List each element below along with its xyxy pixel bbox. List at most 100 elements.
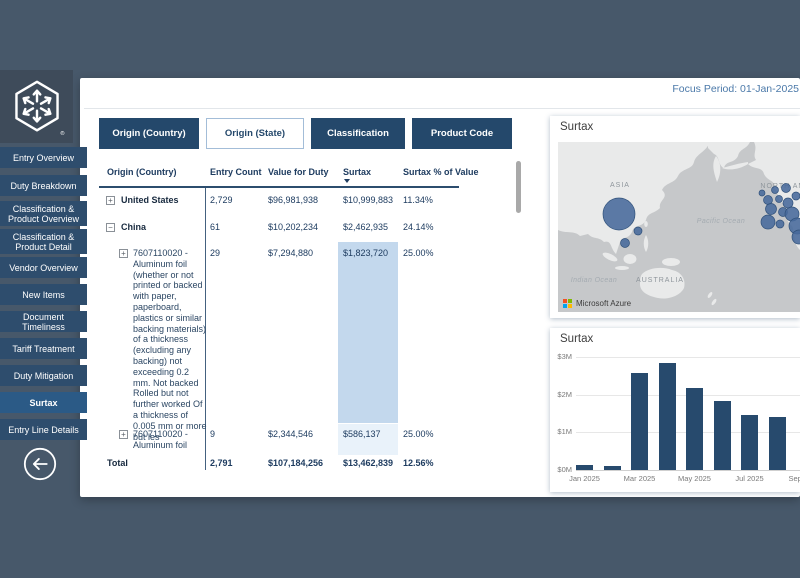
bar-jul-2025[interactable]: [741, 414, 758, 470]
column-header-value-for-duty[interactable]: Value for Duty: [268, 167, 329, 177]
sidebar-item-classification-product-detail[interactable]: Classification & Product Detail: [0, 229, 87, 254]
sidebar-item-surtax[interactable]: Surtax: [0, 392, 87, 413]
sidebar-item-duty-mitigation[interactable]: Duty Mitigation: [0, 365, 87, 386]
expand-icon[interactable]: +: [119, 249, 128, 258]
bar-feb-2025[interactable]: [603, 466, 621, 470]
surtax-pct-cell: 12.56%: [403, 458, 434, 468]
surtax-pct-cell: 24.14%: [403, 222, 434, 232]
map-bubble[interactable]: [763, 195, 773, 205]
map-bubble[interactable]: [791, 229, 800, 245]
x-axis-label: Sep 2025: [788, 474, 800, 483]
map-label: AUSTRALIA: [636, 277, 684, 284]
collapse-icon[interactable]: −: [106, 223, 115, 232]
expand-icon[interactable]: +: [119, 430, 128, 439]
bar-apr-2025[interactable]: [658, 363, 676, 470]
entry-count-cell: 29: [210, 248, 221, 258]
selected-cell-highlight[interactable]: [338, 424, 398, 455]
map-bubble[interactable]: [765, 203, 777, 215]
sidebar-item-label: Entry Line Details: [8, 424, 79, 435]
expand-icon[interactable]: +: [106, 196, 115, 205]
map-label: ASIA: [610, 182, 630, 189]
column-header-surtax[interactable]: Surtax: [343, 167, 372, 177]
sidebar-item-entry-line-details[interactable]: Entry Line Details: [0, 419, 87, 440]
svg-text:®: ®: [60, 130, 65, 137]
y-axis-label: $2M: [557, 389, 572, 399]
tab-label: Classification: [327, 128, 389, 139]
map-label: Indian Ocean: [571, 277, 617, 284]
sidebar-item-label: Document Timeliness: [22, 311, 65, 332]
map-bubble[interactable]: [760, 214, 776, 230]
sidebar-item-label: Duty Breakdown: [10, 180, 77, 191]
sidebar-item-vendor-overview[interactable]: Vendor Overview: [0, 257, 87, 278]
tab-label: Origin (Country): [112, 128, 186, 139]
column-header-origin-country[interactable]: Origin (Country): [107, 167, 177, 177]
value-for-duty-cell: $107,184,256: [268, 458, 324, 468]
map-bubble[interactable]: [771, 186, 779, 194]
map-bubble[interactable]: [782, 197, 794, 209]
sidebar-item-entry-overview[interactable]: Entry Overview: [0, 147, 87, 168]
map-bubble[interactable]: [758, 189, 766, 197]
surtax-cell: $2,462,935: [343, 222, 389, 232]
surtax-cell: $13,462,839: [343, 458, 394, 468]
sidebar-item-label: Classification & Product Overview: [7, 203, 80, 224]
map-label: NORTH AMERICA: [760, 183, 800, 190]
sidebar-item-classification-product-overview[interactable]: Classification & Product Overview: [0, 201, 87, 226]
entry-count-cell: 9: [210, 429, 216, 439]
surtax-cell: $1,823,720: [343, 248, 389, 258]
bar-jun-2025[interactable]: [713, 401, 731, 470]
row-header-separator: [205, 188, 206, 470]
back-button[interactable]: [22, 446, 58, 482]
row-header: Total: [107, 458, 128, 468]
tab-origin-country[interactable]: Origin (Country): [99, 118, 199, 149]
sidebar-item-document-timeliness[interactable]: Document Timeliness: [0, 311, 87, 332]
map-bubble[interactable]: [775, 219, 785, 229]
bar-mar-2025[interactable]: [631, 372, 648, 470]
landmasses: [558, 142, 800, 306]
map-bubble[interactable]: [620, 238, 630, 248]
y-axis-label: $1M: [557, 427, 572, 437]
bar-jan-2025[interactable]: [576, 465, 593, 470]
bar-aug-2025[interactable]: [768, 416, 786, 470]
attribution-text: Microsoft Azure: [576, 299, 632, 308]
value-for-duty-cell: $2,344,546: [268, 429, 314, 439]
sidebar-item-label: Tariff Treatment: [12, 343, 75, 354]
entry-count-cell: 2,791: [210, 458, 233, 468]
table-scrollbar[interactable]: [516, 161, 521, 213]
map-bubble[interactable]: [781, 183, 791, 193]
row-header: United States: [121, 195, 179, 205]
column-header-surtax-pct[interactable]: Surtax % of Value: [403, 167, 479, 177]
sidebar-item-new-items[interactable]: New Items: [0, 284, 87, 305]
surtax-bar-chart-card: Surtax $0M $1M $2M $3M Jan 2025 Mar 2025 May 2…: [550, 328, 800, 492]
focus-period-label: Focus Period: 01-Jan-2025: [672, 83, 799, 95]
row-header: 7607110020 - Aluminum foil: [133, 429, 188, 450]
tab-product-code[interactable]: Product Code: [412, 118, 512, 149]
sidebar-item-duty-breakdown[interactable]: Duty Breakdown: [0, 175, 87, 196]
entry-count-cell: 2,729: [210, 195, 233, 205]
sidebar-item-label: Surtax: [29, 397, 58, 408]
y-axis-label: $3M: [557, 351, 572, 361]
sort-descending-icon[interactable]: [344, 179, 350, 183]
selected-cell-highlight[interactable]: [338, 242, 398, 423]
value-for-duty-cell: $10,202,234: [268, 222, 319, 232]
gridline: [576, 356, 800, 358]
row-header: China: [121, 222, 147, 232]
map-bubble[interactable]: [602, 197, 636, 231]
map-bubble[interactable]: [791, 191, 800, 201]
column-header-entry-count[interactable]: Entry Count: [210, 167, 262, 177]
y-axis-label: $0M: [557, 465, 572, 474]
sidebar-item-label: Vendor Overview: [9, 262, 78, 273]
arrow-left-circle-icon: [23, 447, 57, 481]
surtax-cell: $10,999,883: [343, 195, 394, 205]
row-header: 7607110020 - Aluminum foil (whether or n…: [133, 248, 207, 442]
x-axis-label: Jan 2025: [569, 474, 600, 483]
tab-classification[interactable]: Classification: [311, 118, 405, 149]
world-map[interactable]: ASIA NORTH AMERICA AUSTRALIA Pacific Ocean I…: [558, 142, 800, 312]
sidebar-item-tariff-treatment[interactable]: Tariff Treatment: [0, 338, 87, 359]
map-bubble[interactable]: [775, 195, 783, 203]
bar-may-2025[interactable]: [686, 387, 703, 470]
x-axis-label: Jul 2025: [735, 474, 764, 483]
sidebar-item-label: New Items: [22, 289, 65, 300]
tab-origin-state[interactable]: Origin (State): [206, 118, 304, 149]
map-bubble[interactable]: [633, 226, 643, 236]
sidebar-item-label: Classification & Product Detail: [12, 231, 75, 252]
